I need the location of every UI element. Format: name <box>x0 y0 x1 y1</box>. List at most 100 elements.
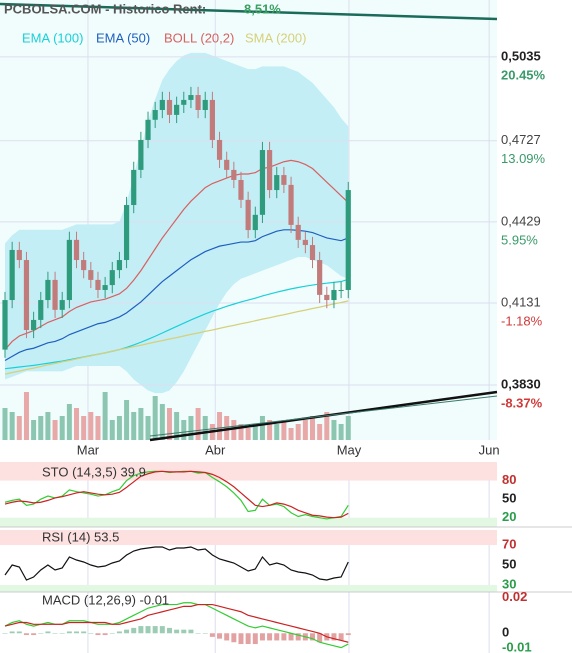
histogram-bar <box>281 633 287 641</box>
volume-bar <box>52 420 58 440</box>
candle-body <box>152 110 158 120</box>
candle-body <box>45 279 51 301</box>
volume-bar <box>174 412 180 440</box>
histogram-bar <box>217 633 223 639</box>
histogram-bar <box>231 633 237 643</box>
volume-bar <box>38 416 44 440</box>
candle-body <box>281 175 287 185</box>
histogram-bar <box>245 633 251 645</box>
oversold-band <box>0 585 497 592</box>
histogram-bar <box>252 633 258 645</box>
histogram-bar <box>202 633 208 634</box>
histogram-bar <box>74 631 80 634</box>
histogram-bar <box>274 633 280 641</box>
candle-body <box>52 279 58 310</box>
candle-body <box>2 300 8 350</box>
volume-bar <box>95 416 101 440</box>
oversold-band <box>0 517 497 527</box>
volume-bar <box>59 416 65 440</box>
histogram-bar <box>174 629 180 634</box>
candle-body <box>109 270 115 286</box>
volume-bar <box>152 396 158 440</box>
candle-body <box>123 205 130 261</box>
candle-body <box>145 119 151 140</box>
histogram-bar <box>52 633 58 634</box>
volume-bar <box>231 420 237 440</box>
histogram-bar <box>345 633 351 636</box>
y-tick-label: 0 <box>502 625 509 640</box>
volume-bar <box>166 408 172 440</box>
volume-bar <box>252 424 258 440</box>
volume-bar <box>16 416 22 440</box>
volume-bar <box>281 420 287 440</box>
candle-body <box>181 99 187 105</box>
volume-bar <box>274 424 280 440</box>
volume-bar <box>317 424 323 440</box>
volume-bar <box>66 404 72 440</box>
histogram-bar <box>238 633 244 645</box>
indicator-line <box>4 278 349 370</box>
candle-body <box>216 139 223 160</box>
volume-bar <box>145 416 151 440</box>
candle-body <box>59 300 65 310</box>
legend-entry: BOLL (20,2) <box>164 30 234 45</box>
histogram-bar <box>152 626 158 634</box>
candle-body <box>245 199 251 231</box>
volume-bar <box>88 412 94 440</box>
candle-body <box>209 99 215 140</box>
candle-body <box>345 190 351 290</box>
y-tick-label: 0,4727 <box>501 132 541 147</box>
histogram-bar <box>59 633 65 634</box>
candle-body <box>81 260 87 271</box>
panel-title: STO (14,3,5) 39.9 <box>42 464 146 479</box>
candle-body <box>16 249 22 261</box>
percent-label: -8.37% <box>501 395 543 410</box>
trend-line <box>149 395 498 437</box>
candle-body <box>102 285 108 290</box>
volume-bar <box>238 424 244 440</box>
y-tick-label: 0,5035 <box>501 48 541 63</box>
percent-label: 13.09% <box>501 151 546 166</box>
candle-body <box>231 169 237 180</box>
volume-bar <box>295 424 301 440</box>
volume-bar <box>345 416 351 440</box>
volume-bar <box>31 420 37 440</box>
volume-bar <box>259 416 265 440</box>
chart-title: PCBOLSA.COM - Historico Rent: <box>4 1 206 16</box>
y-tick-label: -0.01 <box>502 639 532 653</box>
histogram-bar <box>138 626 144 634</box>
bollinger-band <box>5 52 349 394</box>
volume-bar <box>131 412 137 440</box>
candle-body <box>252 214 258 231</box>
volume-bar <box>245 428 251 440</box>
histogram-bar <box>317 633 323 643</box>
candle-body <box>174 104 180 115</box>
histogram-bar <box>31 633 37 636</box>
candle-body <box>116 260 123 271</box>
candle-body <box>202 99 208 110</box>
histogram-bar <box>95 633 101 636</box>
candle-body <box>331 289 337 301</box>
volume-bar <box>302 420 308 440</box>
indicator-line <box>4 603 349 643</box>
volume-bar <box>2 408 8 440</box>
y-tick-label: 0,4429 <box>501 213 541 228</box>
histogram-bar <box>131 627 137 634</box>
volume-bar <box>195 408 201 440</box>
candle-body <box>66 239 72 301</box>
volume-bar <box>288 428 294 440</box>
percent-label: -1.18% <box>501 313 543 328</box>
candle-body <box>131 169 137 206</box>
candle-body <box>95 279 101 290</box>
histogram-bar <box>338 633 344 641</box>
histogram-bar <box>188 629 194 634</box>
percent-label: 5.95% <box>501 232 538 247</box>
candle-body <box>302 239 308 246</box>
histogram-bar <box>295 633 301 641</box>
overbought-band <box>0 462 497 481</box>
indicator-line <box>4 546 349 581</box>
candle-body <box>31 319 37 330</box>
y-tick-label: 80 <box>502 472 516 487</box>
candle-body <box>159 99 165 110</box>
histogram-bar <box>159 626 165 634</box>
